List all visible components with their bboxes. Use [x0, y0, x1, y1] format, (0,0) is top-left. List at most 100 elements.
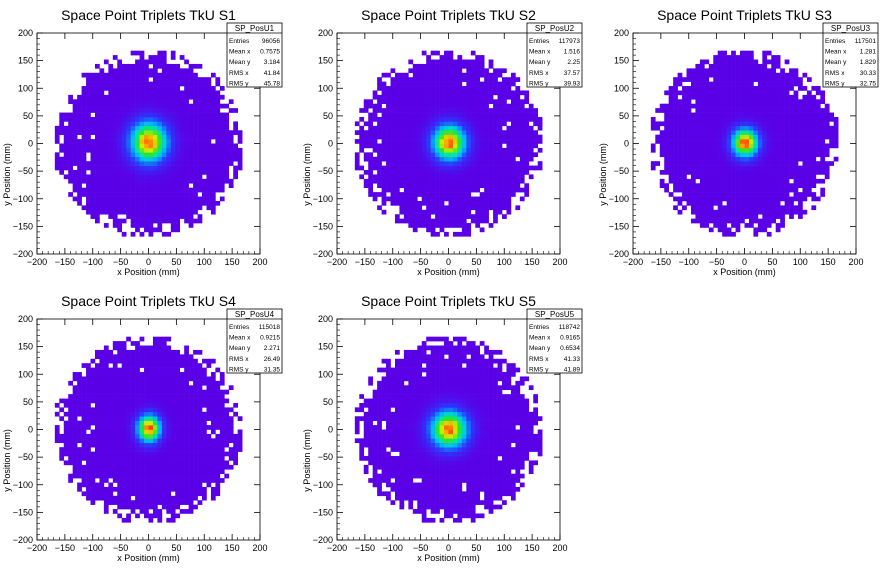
heatmap-cell	[68, 425, 73, 430]
heatmap-cell	[659, 170, 665, 175]
heatmap-cell	[117, 495, 123, 501]
heatmap-cell	[713, 134, 719, 140]
heatmap-cell	[139, 495, 145, 501]
heatmap-cell	[148, 504, 154, 510]
heatmap-cell	[771, 192, 777, 197]
heatmap-cell	[466, 183, 472, 188]
heatmap-cell	[426, 218, 431, 224]
heatmap-cell	[72, 433, 78, 439]
heatmap-cell	[497, 200, 503, 206]
heatmap-cell	[408, 147, 414, 153]
heatmap-cell	[112, 385, 118, 391]
heatmap-cell	[448, 81, 454, 87]
heatmap-cell	[94, 218, 100, 224]
heatmap-cell	[664, 152, 669, 158]
heatmap-cell	[448, 183, 454, 188]
heatmap-cell	[166, 345, 172, 351]
heatmap-cell	[775, 227, 781, 233]
heatmap-cell	[144, 433, 149, 439]
heatmap-cell	[811, 192, 817, 197]
heatmap-cell	[157, 438, 163, 444]
stats-row-label: Mean x	[825, 49, 847, 56]
heatmap-cell	[139, 385, 145, 391]
heatmap-cell	[117, 416, 123, 421]
heatmap-cell	[130, 425, 136, 430]
heatmap-cell	[179, 116, 185, 122]
heatmap-cell	[130, 464, 136, 470]
heatmap-cell	[94, 416, 100, 421]
heatmap-cell	[470, 121, 476, 127]
heatmap-cell	[148, 143, 154, 149]
heatmap-cell	[673, 147, 678, 153]
heatmap-cell	[144, 349, 149, 355]
heatmap-cell	[766, 125, 772, 131]
heatmap-cell	[390, 165, 396, 171]
heatmap-cell	[135, 214, 140, 219]
heatmap-cell	[519, 108, 525, 113]
heatmap-cell	[161, 205, 167, 211]
heatmap-cell	[72, 112, 78, 118]
heatmap-cell	[77, 174, 82, 180]
heatmap-cell	[699, 134, 705, 140]
heatmap-cell	[735, 196, 741, 202]
heatmap-cell	[726, 231, 732, 237]
heatmap-cell	[488, 196, 494, 202]
heatmap-cell	[152, 394, 158, 399]
heatmap-cell	[372, 125, 378, 131]
heatmap-cell	[726, 156, 732, 162]
heatmap-cell	[820, 143, 826, 149]
heatmap-cell	[386, 130, 391, 135]
heatmap-cell	[117, 491, 123, 497]
heatmap-cell	[475, 99, 481, 105]
heatmap-cell	[126, 187, 131, 193]
heatmap-cell	[121, 218, 127, 224]
heatmap-cell	[439, 99, 445, 105]
heatmap-cell	[412, 81, 418, 87]
heatmap-cell	[72, 147, 78, 153]
heatmap-cell	[479, 121, 485, 127]
heatmap-cell	[381, 209, 387, 215]
heatmap-cell	[135, 183, 140, 188]
heatmap-cell	[59, 165, 65, 171]
heatmap-cell	[135, 143, 140, 149]
heatmap-cell	[475, 147, 481, 153]
heatmap-cell	[695, 143, 701, 149]
heatmap-cell	[63, 143, 69, 149]
heatmap-cell	[126, 429, 131, 435]
heatmap-cell	[488, 187, 494, 193]
heatmap-cell	[103, 183, 109, 188]
heatmap-cell	[77, 407, 82, 413]
heatmap-cell	[444, 192, 449, 197]
heatmap-cell	[166, 68, 172, 74]
heatmap-cell	[493, 147, 498, 153]
heatmap-cell	[206, 121, 212, 127]
heatmap-cell	[695, 68, 701, 74]
heatmap-cell	[170, 183, 176, 188]
heatmap-cell	[748, 214, 754, 219]
heatmap-cell	[439, 68, 445, 74]
heatmap-cell	[161, 385, 167, 391]
heatmap-cell	[81, 420, 87, 426]
heatmap-cell	[798, 81, 803, 87]
heatmap-cell	[780, 205, 785, 211]
stats-row-value: 45.78	[264, 80, 281, 87]
heatmap-cell	[766, 72, 772, 78]
heatmap-cell	[184, 183, 189, 188]
heatmap-cell	[59, 156, 65, 162]
heatmap-cell	[197, 139, 203, 144]
heatmap-cell	[215, 103, 221, 109]
heatmap-cell	[466, 130, 472, 135]
heatmap-cell	[664, 134, 669, 140]
heatmap-cell	[81, 456, 87, 461]
heatmap-cell	[157, 125, 163, 131]
heatmap-cell	[368, 143, 373, 149]
heatmap-cell	[408, 143, 414, 149]
heatmap-cell	[452, 156, 458, 162]
chart-title: Space Point Triplets TkU S2	[361, 7, 536, 23]
x-tick-label: −50	[413, 257, 428, 267]
heatmap-cell	[112, 77, 118, 82]
heatmap-cell	[148, 380, 154, 386]
heatmap-cell	[117, 86, 123, 91]
heatmap-cell	[144, 385, 149, 391]
